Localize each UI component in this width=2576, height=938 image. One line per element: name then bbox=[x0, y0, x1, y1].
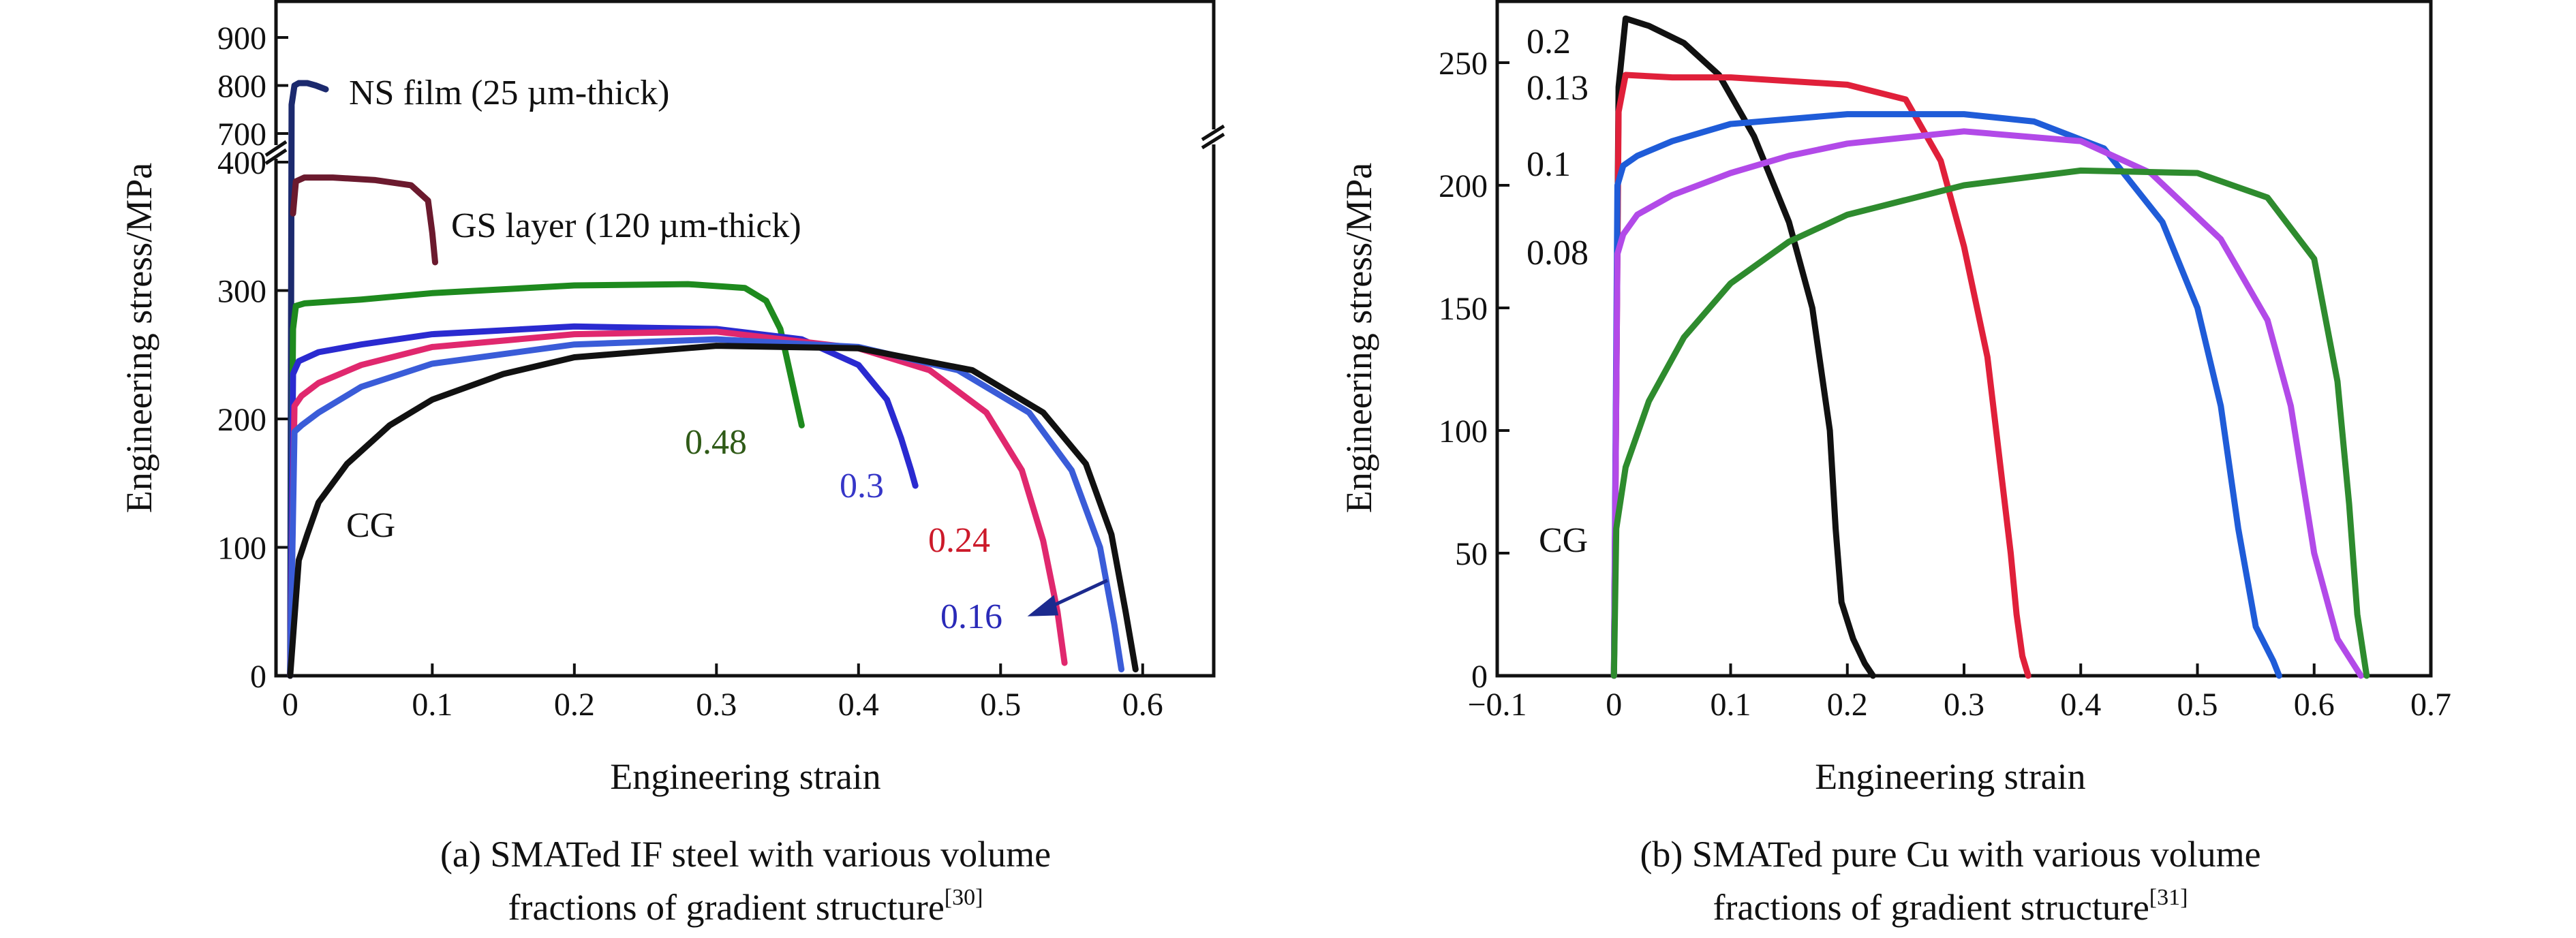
chart-a-y-tick-label: 200 bbox=[217, 402, 266, 438]
label-016: 0.16 bbox=[940, 597, 1002, 636]
chart-a-y-tick-label: 300 bbox=[217, 274, 266, 310]
label-03: 0.3 bbox=[840, 467, 884, 505]
chart-a-x-tick-label: 0.3 bbox=[696, 687, 737, 723]
caption-a-line2: fractions of gradient structure[30] bbox=[508, 885, 983, 928]
chart-b-y-tick-label: 150 bbox=[1439, 291, 1488, 327]
chart-b-y-tick-label: 200 bbox=[1439, 168, 1488, 204]
chart-a-y-tick-label: 100 bbox=[217, 531, 266, 567]
chart-a-series-0-48 bbox=[287, 281, 805, 679]
chart-a-x-tick-label: 0.6 bbox=[1122, 687, 1163, 723]
chart-a-series-0-3 bbox=[287, 323, 919, 679]
chart-a-frame bbox=[274, 0, 1216, 678]
chart-b-x-tick-label: 0.5 bbox=[2177, 687, 2218, 723]
chart-a-series-ns-film-25-m-thick bbox=[287, 80, 329, 679]
chart-a-y-tick-label: 700 bbox=[217, 116, 266, 153]
chart-a-y-label: Engineering stress/MPa bbox=[119, 163, 159, 513]
chart-b-x-tick-label: 0 bbox=[1606, 687, 1622, 723]
label-gs-layer: GS layer (120 µm-thick) bbox=[451, 206, 801, 245]
chart-b-y-tick-label: 0 bbox=[1471, 659, 1488, 695]
chart-b-frame bbox=[1495, 0, 2433, 678]
chart-a-x-tick-label: 0.1 bbox=[412, 687, 453, 723]
chart-b-y-tick-label: 50 bbox=[1455, 536, 1488, 572]
label-013: 0.13 bbox=[1527, 69, 1589, 108]
chart-b-x-ticks: −0.1 0 0.1 0.2 0.3 0.4 0.5 0.6 0.7 bbox=[1467, 663, 2451, 723]
chart-b-series-0-08 bbox=[1610, 128, 2364, 679]
chart-b-y-ticks: 0 50 100 150 200 250 bbox=[1439, 46, 1509, 695]
caption-b-line2: fractions of gradient structure[31] bbox=[1713, 885, 2188, 928]
label-cg-b: CG bbox=[1539, 521, 1588, 560]
label-02: 0.2 bbox=[1527, 22, 1571, 61]
caption-b-ref: [31] bbox=[2149, 885, 2188, 910]
chart-b-x-tick-label: −0.1 bbox=[1467, 687, 1527, 723]
chart-a-x-tick-label: 0.2 bbox=[554, 687, 595, 723]
chart-a-y-tick-label: 900 bbox=[217, 20, 266, 57]
chart-a-series bbox=[287, 80, 1139, 679]
chart-b-x-tick-label: 0.1 bbox=[1711, 687, 1751, 723]
chart-a-x-ticks: 0 0.1 0.2 0.3 0.4 0.5 0.6 bbox=[282, 663, 1163, 723]
chart-b-series bbox=[1610, 15, 2370, 679]
chart-a-axis-break bbox=[264, 124, 1225, 166]
chart-b-series-0-1 bbox=[1610, 111, 2282, 679]
chart-b-x-tick-label: 0.4 bbox=[2060, 687, 2101, 723]
chart-b-x-tick-label: 0.3 bbox=[1944, 687, 1984, 723]
caption-b-text: fractions of gradient structure bbox=[1713, 887, 2149, 928]
chart-a-x-label: Engineering strain bbox=[610, 756, 880, 797]
chart-a-x-tick-label: 0.4 bbox=[838, 687, 879, 723]
arrow-016 bbox=[1027, 578, 1109, 616]
chart-b-series-0-2 bbox=[1610, 15, 1876, 679]
chart-a-x-tick-label: 0.5 bbox=[980, 687, 1021, 723]
chart-a-y-tick-label: 800 bbox=[217, 69, 266, 105]
caption-a-text: fractions of gradient structure bbox=[508, 887, 945, 928]
caption-a-ref: [30] bbox=[945, 885, 983, 910]
label-01: 0.1 bbox=[1527, 145, 1571, 184]
chart-b-series-0-13 bbox=[1610, 72, 2031, 679]
chart-b-x-tick-label: 0.6 bbox=[2294, 687, 2335, 723]
chart-a-y-tick-label: 0 bbox=[250, 659, 266, 695]
chart-a-series-cg bbox=[287, 343, 1139, 679]
caption-b-line1: (b) SMATed pure Cu with various volume bbox=[1640, 834, 2260, 875]
chart-b-x-tick-label: 0.7 bbox=[2410, 687, 2451, 723]
label-ns-film: NS film (25 µm-thick) bbox=[349, 74, 669, 112]
chart-a-y-tick-label: 400 bbox=[217, 145, 266, 181]
label-048: 0.48 bbox=[685, 423, 747, 462]
chart-b: −0.1 0 0.1 0.2 0.3 0.4 0.5 0.6 0.7 0501001502002… bbox=[1338, 0, 2451, 928]
chart-b-y-tick-label: 100 bbox=[1439, 413, 1488, 450]
chart-a-x-tick-label: 0 bbox=[282, 687, 298, 723]
chart-a-series-0-16 bbox=[287, 336, 1124, 679]
chart-b-x-tick-label: 0.2 bbox=[1827, 687, 1868, 723]
caption-a-line1: (a) SMATed IF steel with various volume bbox=[440, 834, 1051, 875]
chart-b-x-label: Engineering strain bbox=[1815, 756, 2085, 797]
label-008: 0.08 bbox=[1527, 234, 1589, 272]
chart-a-series-gs-layer-120-m-thick bbox=[290, 174, 438, 266]
chart-b-y-label: Engineering stress/MPa bbox=[1338, 163, 1379, 513]
chart-a-series-0-24 bbox=[287, 328, 1068, 679]
label-024: 0.24 bbox=[928, 521, 990, 560]
chart-b-series-cg bbox=[1610, 167, 2370, 679]
chart-b-y-tick-label: 250 bbox=[1439, 46, 1488, 82]
label-cg-a: CG bbox=[346, 506, 395, 545]
